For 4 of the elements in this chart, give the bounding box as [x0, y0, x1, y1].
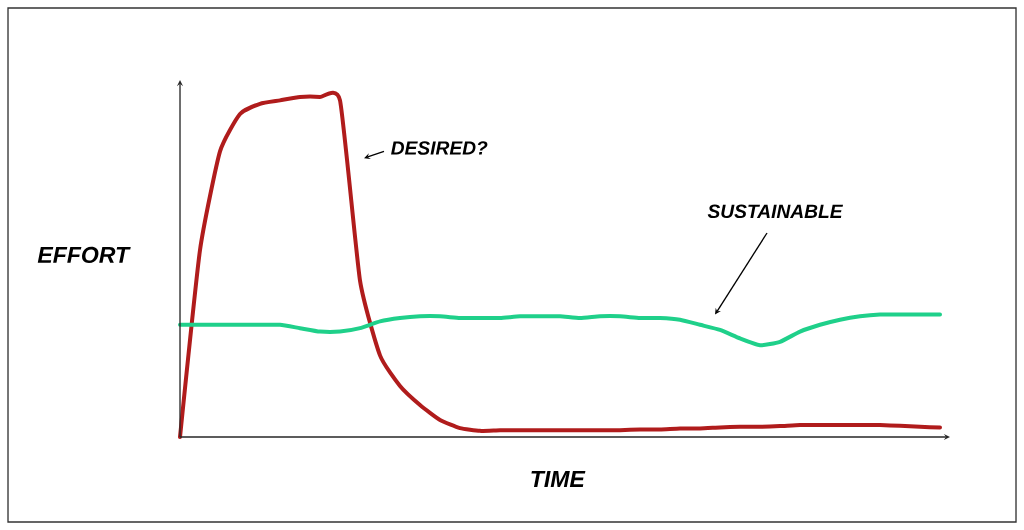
text: DESIRED?: [391, 141, 488, 155]
y-axis-title: EFFORT: [37, 246, 131, 264]
x-axis-title: TIME: [531, 471, 586, 487]
text: SUSTAINABLE: [707, 204, 844, 219]
